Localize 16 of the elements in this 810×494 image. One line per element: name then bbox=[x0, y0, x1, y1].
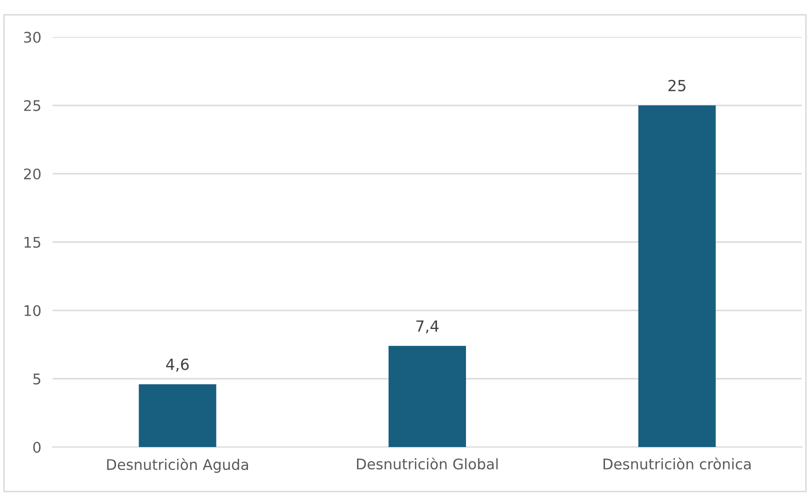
x-tick-label: Desnutriciòn Aguda bbox=[107, 458, 248, 473]
y-tick-label: 25 bbox=[24, 100, 40, 112]
bar bbox=[138, 384, 216, 448]
bar bbox=[388, 346, 466, 448]
y-tick-label: 15 bbox=[24, 236, 40, 248]
bar bbox=[638, 105, 716, 448]
x-tick-label: Desnutriciòn crònica bbox=[604, 458, 751, 470]
y-tick-label: 0 bbox=[33, 442, 41, 453]
data-label: 7,4 bbox=[416, 320, 439, 334]
y-tick-label: 5 bbox=[33, 374, 40, 384]
data-label: 4,6 bbox=[166, 358, 189, 372]
y-tick-label: 20 bbox=[24, 168, 41, 180]
y-tick-label: 10 bbox=[24, 305, 41, 316]
x-tick-label: Desnutriciòn Global bbox=[356, 458, 498, 470]
data-label: 25 bbox=[668, 80, 686, 92]
y-tick-label: 30 bbox=[24, 32, 41, 43]
